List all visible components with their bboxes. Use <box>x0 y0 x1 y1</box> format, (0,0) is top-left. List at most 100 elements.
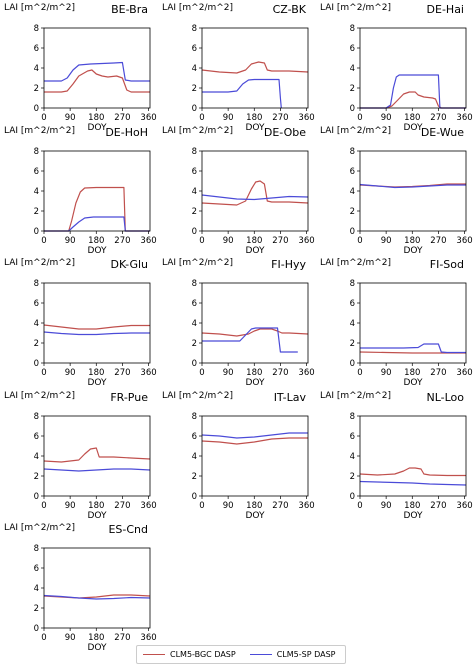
panel-12-series-bgc-line <box>359 467 466 477</box>
panel-1-xtick-label: 0 <box>41 113 46 123</box>
panel-12-series-sp-line <box>359 480 467 486</box>
panel-12-xtick-label: 90 <box>381 501 392 511</box>
panel-10-ylabel: LAI [m^2/m^2] <box>4 391 75 401</box>
panel-10-ytick-label: 2 <box>34 472 39 482</box>
legend-swatch-bgc <box>143 654 165 655</box>
panel-8-ytick-label: 0 <box>192 359 197 369</box>
panel-5-xtick-label: 270 <box>272 236 288 246</box>
panel-2-xtick-label: 360 <box>298 113 314 123</box>
panel-2-ytick-label: 6 <box>192 44 197 54</box>
panel-4-xtick-label: 180 <box>88 236 104 246</box>
panel-2-series-bgc-line <box>201 61 309 74</box>
panel-6-frame <box>359 150 467 232</box>
panel-11-ytick-label: 8 <box>192 412 197 422</box>
panel-5-series-sp-line <box>201 194 309 201</box>
legend-item-bgc: CLM5-BGC DASP <box>143 650 236 659</box>
panel-3-xtick-label: 270 <box>430 113 446 123</box>
panel-12-ytick-label: 6 <box>350 432 355 442</box>
panel-4-series-bgc-line <box>44 186 150 232</box>
panel-11-frame <box>201 415 309 497</box>
panel-3-xtick-label: 90 <box>381 113 392 123</box>
panel-1-xtick-label: 270 <box>114 113 130 123</box>
panel-2-title: CZ-BK <box>273 3 307 16</box>
panel-8-xtick-label: 90 <box>223 368 234 378</box>
panel-1-title: BE-Bra <box>111 3 148 16</box>
panel-7-xtick-label: 90 <box>65 368 76 378</box>
panel-1-ytick-label: 8 <box>34 24 39 34</box>
panel-10-frame <box>43 415 151 497</box>
panel-3-xtick-label: 360 <box>456 113 472 123</box>
panel-1-ytick-label: 2 <box>34 84 39 94</box>
panel-6-xtick-label: 90 <box>381 236 392 246</box>
panel-11-ytick-label: 0 <box>192 492 197 502</box>
panel-7-series-sp-line <box>43 331 150 336</box>
panel-3-xtick-label: 180 <box>404 113 420 123</box>
panel-11-xtick-label: 90 <box>223 501 234 511</box>
panel-8-ytick-label: 4 <box>192 319 197 329</box>
panel-11-xtick-label: 180 <box>246 501 262 511</box>
panel-9-xtick-label: 180 <box>404 368 420 378</box>
panel-10-xtick-label: 0 <box>41 501 46 511</box>
panel-13-ytick-label: 8 <box>34 544 39 554</box>
panel-6-xtick-label: 270 <box>430 236 446 246</box>
panel-1-ytick-label: 6 <box>34 44 39 54</box>
panel-7-xtick-label: 360 <box>140 368 156 378</box>
panel-12-ytick-label: 0 <box>350 492 355 502</box>
panel-7-xtick-label: 0 <box>41 368 46 378</box>
panel-8-ytick-label: 8 <box>192 279 197 289</box>
panel-9-xtick-label: 270 <box>430 368 446 378</box>
panel-9-title: FI-Sod <box>430 258 464 271</box>
panel-1-series-bgc-line <box>44 69 150 93</box>
panel-11-xlabel: DOY <box>245 511 265 521</box>
panel-5-xtick-label: 0 <box>199 236 204 246</box>
panel-5-xlabel: DOY <box>245 246 265 256</box>
panel-6-series-sp-line <box>359 183 466 189</box>
panel-3-ytick-label: 8 <box>350 24 355 34</box>
panel-2-ytick-label: 8 <box>192 24 197 34</box>
panel-5-ytick-label: 2 <box>192 207 197 217</box>
panel-13-ytick-label: 4 <box>34 584 39 594</box>
panel-3-series-sp-line <box>360 74 466 109</box>
panel-7-ytick-label: 6 <box>34 299 39 309</box>
panel-4-title: DE-HoH <box>105 126 148 139</box>
panel-1-xlabel: DOY <box>87 123 107 133</box>
legend-swatch-sp <box>249 654 272 655</box>
panel-7-title: DK-Glu <box>111 258 148 271</box>
panel-5-xtick-label: 360 <box>298 236 314 246</box>
panel-4-series-sp-line <box>44 216 150 232</box>
panel-11-xtick-label: 0 <box>199 501 204 511</box>
panel-9-ytick-label: 2 <box>350 339 355 349</box>
panel-13-ylabel: LAI [m^2/m^2] <box>4 523 75 533</box>
panel-11-ylabel: LAI [m^2/m^2] <box>162 391 233 401</box>
panel-10-title: FR-Pue <box>110 391 148 404</box>
panel-4-ytick-label: 0 <box>34 227 39 237</box>
panel-5-ylabel: LAI [m^2/m^2] <box>162 126 233 136</box>
panel-13-frame <box>43 547 151 629</box>
panel-10-ytick-label: 6 <box>34 432 39 442</box>
panel-9-xlabel: DOY <box>403 378 423 388</box>
panel-5-ytick-label: 6 <box>192 167 197 177</box>
panel-3-series-bgc-line <box>360 91 466 109</box>
panel-8-title: FI-Hyy <box>271 258 306 271</box>
panel-8-series-bgc-line <box>201 328 309 337</box>
panel-7-ytick-label: 8 <box>34 279 39 289</box>
panel-6-xtick-label: 180 <box>404 236 420 246</box>
panel-7-series-bgc-line <box>43 324 150 330</box>
panel-4-xtick-label: 270 <box>114 236 130 246</box>
panel-10-series-bgc-line <box>43 447 151 463</box>
panel-5-ytick-label: 8 <box>192 147 197 157</box>
panel-12-ytick-label: 4 <box>350 452 355 462</box>
panel-10-xtick-label: 90 <box>65 501 76 511</box>
legend-label-bgc: CLM5-BGC DASP <box>170 650 236 659</box>
panel-1-ytick-label: 4 <box>34 64 39 74</box>
panel-1-xtick-label: 360 <box>140 113 156 123</box>
panel-12-ytick-label: 2 <box>350 472 355 482</box>
panel-10-series-sp-line <box>43 468 151 472</box>
panel-12-xtick-label: 270 <box>430 501 446 511</box>
panel-4-ytick-label: 6 <box>34 167 39 177</box>
panel-6-ytick-label: 4 <box>350 187 355 197</box>
panel-3-frame <box>359 27 467 109</box>
panel-13-ytick-label: 2 <box>34 604 39 614</box>
panel-1-series-sp-line <box>44 61 150 82</box>
